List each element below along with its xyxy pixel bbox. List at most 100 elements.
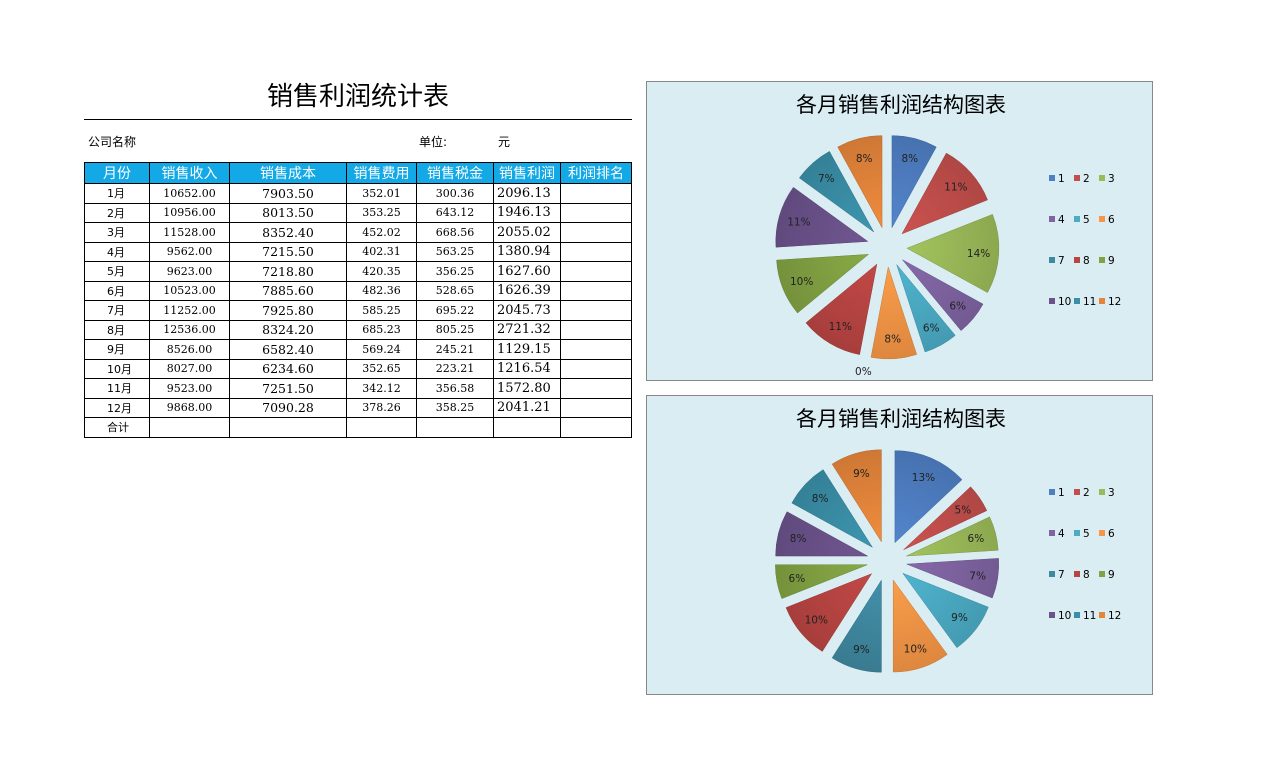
cell-cost[interactable]: 7925.80: [229, 300, 347, 321]
legend-label[interactable]: 12: [1108, 610, 1121, 622]
cell-month[interactable]: 8月: [84, 319, 150, 340]
cell-tax[interactable]: 668.56: [416, 222, 494, 243]
header-month[interactable]: 月份: [84, 162, 150, 184]
cell-profit[interactable]: 1627.60: [493, 261, 561, 282]
legend-label[interactable]: 8: [1083, 255, 1090, 267]
total-cell[interactable]: [229, 417, 347, 438]
pie-slice-8[interactable]: [805, 263, 878, 355]
cell-profit[interactable]: 2041.21: [493, 397, 561, 418]
cell-month[interactable]: 6月: [84, 280, 150, 301]
cell-month[interactable]: 5月: [84, 261, 150, 282]
cell-cost[interactable]: 7903.50: [229, 183, 347, 204]
cell-cost[interactable]: 7090.28: [229, 397, 347, 418]
cell-revenue[interactable]: 10523.00: [149, 280, 230, 301]
legend-label[interactable]: 9: [1108, 255, 1115, 267]
legend-label[interactable]: 10: [1058, 296, 1071, 308]
cell-cost[interactable]: 7218.80: [229, 261, 347, 282]
total-cell[interactable]: [149, 417, 230, 438]
cell-rank[interactable]: [560, 358, 632, 379]
legend-label[interactable]: 11: [1083, 610, 1096, 622]
cell-rank[interactable]: [560, 397, 632, 418]
cell-revenue[interactable]: 10956.00: [149, 202, 230, 223]
cell-tax[interactable]: 563.25: [416, 241, 494, 262]
cell-expense[interactable]: 585.25: [346, 300, 417, 321]
cell-tax[interactable]: 356.58: [416, 378, 494, 399]
legend-label[interactable]: 8: [1083, 569, 1090, 581]
cell-cost[interactable]: 6234.60: [229, 358, 347, 379]
legend-label[interactable]: 3: [1108, 487, 1115, 499]
legend-label[interactable]: 4: [1058, 528, 1065, 540]
legend-label[interactable]: 3: [1108, 173, 1115, 185]
cell-revenue[interactable]: 9868.00: [149, 397, 230, 418]
pie-slice-6[interactable]: [892, 579, 948, 673]
cell-expense[interactable]: 352.65: [346, 358, 417, 379]
pie-slice-4[interactable]: [906, 558, 999, 599]
legend-label[interactable]: 12: [1108, 296, 1121, 308]
legend-label[interactable]: 5: [1083, 214, 1090, 226]
cell-revenue[interactable]: 8027.00: [149, 358, 230, 379]
cell-expense[interactable]: 452.02: [346, 222, 417, 243]
cell-cost[interactable]: 7885.60: [229, 280, 347, 301]
total-cell[interactable]: [416, 417, 494, 438]
pie-slice-7[interactable]: [831, 579, 882, 673]
cell-profit[interactable]: 2096.13: [493, 183, 561, 204]
pie-slice-12[interactable]: [837, 135, 883, 228]
cell-month[interactable]: 2月: [84, 202, 150, 223]
pie-slice-10[interactable]: [775, 511, 868, 557]
cell-rank[interactable]: [560, 202, 632, 223]
pie-chart-panel-1[interactable]: 各月销售利润结构图表 8% 11% 14% 6% 6% 8% 0% 11% 10% 11% 7% 8% 1…: [646, 81, 1153, 381]
cell-revenue[interactable]: 11528.00: [149, 222, 230, 243]
pie-slice-2[interactable]: [903, 486, 988, 550]
cell-month[interactable]: 4月: [84, 241, 150, 262]
cell-rank[interactable]: [560, 339, 632, 360]
cell-rank[interactable]: [560, 319, 632, 340]
legend-label[interactable]: 9: [1108, 569, 1115, 581]
cell-expense[interactable]: 342.12: [346, 378, 417, 399]
total-cell[interactable]: [346, 417, 417, 438]
header-expense[interactable]: 销售费用: [346, 162, 417, 184]
cell-profit[interactable]: 2721.32: [493, 319, 561, 340]
pie-slice-5[interactable]: [902, 572, 989, 649]
cell-cost[interactable]: 6582.40: [229, 339, 347, 360]
cell-profit[interactable]: 2055.02: [493, 222, 561, 243]
cell-tax[interactable]: 528.65: [416, 280, 494, 301]
pie-slice-5[interactable]: [896, 264, 956, 353]
pie-slice-1[interactable]: [891, 135, 937, 228]
total-cell[interactable]: [560, 417, 632, 438]
pie-slice-9[interactable]: [775, 564, 868, 599]
legend-label[interactable]: 1: [1058, 487, 1065, 499]
pie-slice-11[interactable]: [798, 151, 874, 233]
legend-label[interactable]: 10: [1058, 610, 1071, 622]
cell-tax[interactable]: 356.25: [416, 261, 494, 282]
cell-expense[interactable]: 420.35: [346, 261, 417, 282]
pie-chart-panel-2[interactable]: 各月销售利润结构图表 13% 5% 6% 7% 9% 10% 9% 10% 6% 8% 8% 9% 1 2 3…: [646, 395, 1153, 695]
legend-label[interactable]: 5: [1083, 528, 1090, 540]
cell-profit[interactable]: 1946.13: [493, 202, 561, 223]
cell-rank[interactable]: [560, 378, 632, 399]
cell-rank[interactable]: [560, 261, 632, 282]
legend-label[interactable]: 1: [1058, 173, 1065, 185]
pie-slice-12[interactable]: [831, 449, 882, 543]
legend-label[interactable]: 6: [1108, 214, 1115, 226]
cell-cost[interactable]: 8324.20: [229, 319, 347, 340]
cell-expense[interactable]: 482.36: [346, 280, 417, 301]
legend-label[interactable]: 11: [1083, 296, 1096, 308]
legend-label[interactable]: 7: [1058, 255, 1065, 267]
cell-rank[interactable]: [560, 280, 632, 301]
cell-month[interactable]: 3月: [84, 222, 150, 243]
cell-profit[interactable]: 1626.39: [493, 280, 561, 301]
cell-cost[interactable]: 8013.50: [229, 202, 347, 223]
cell-cost[interactable]: 8352.40: [229, 222, 347, 243]
header-profit[interactable]: 销售利润: [493, 162, 561, 184]
cell-revenue[interactable]: 11252.00: [149, 300, 230, 321]
legend-label[interactable]: 6: [1108, 528, 1115, 540]
total-cell[interactable]: [493, 417, 561, 438]
cell-expense[interactable]: 569.24: [346, 339, 417, 360]
cell-month[interactable]: 1月: [84, 183, 150, 204]
cell-expense[interactable]: 685.23: [346, 319, 417, 340]
pie-slice-2[interactable]: [901, 152, 988, 235]
legend-label[interactable]: 4: [1058, 214, 1065, 226]
cell-expense[interactable]: 352.01: [346, 183, 417, 204]
cell-rank[interactable]: [560, 241, 632, 262]
cell-expense[interactable]: 353.25: [346, 202, 417, 223]
